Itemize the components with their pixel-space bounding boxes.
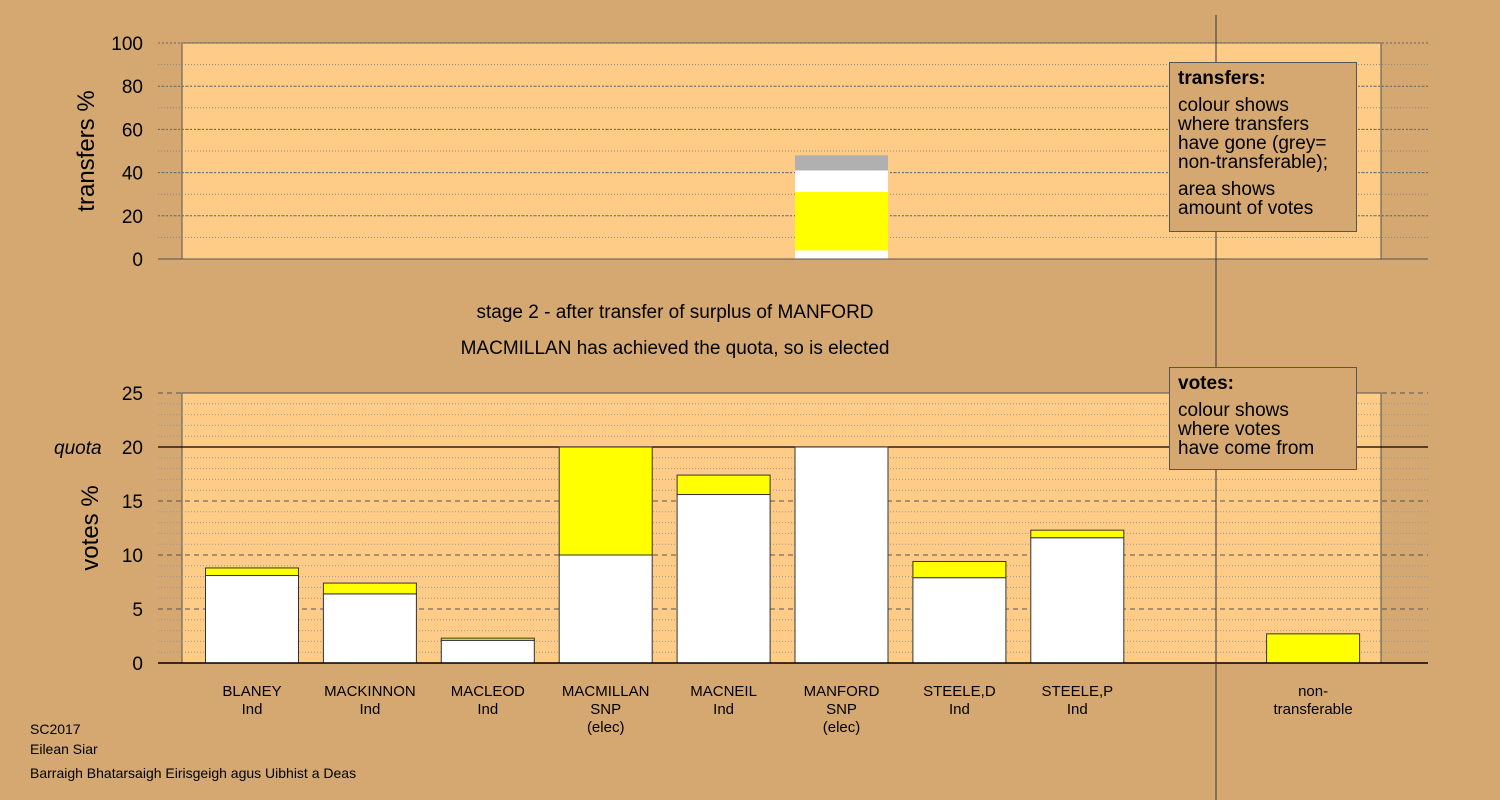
transfers-legend-line: have gone (grey= [1178,133,1327,154]
votes-bar-segment [676,494,771,664]
votes-bar-segment [322,582,417,595]
transfers-legend-title: transfers: [1178,68,1266,89]
votes-bar-segment [1030,537,1125,664]
votes-bar-segment [912,560,1007,579]
candidate-label: transferable [1273,701,1352,718]
votes-tick-label: 5 [132,600,143,621]
candidate-label: (elec) [823,719,861,736]
transfers-legend-line: colour shows [1178,95,1289,116]
votes-legend-line: have come from [1178,438,1315,459]
footer: SC2017 Eilean Siar Barraigh Bhatarsaigh … [30,721,356,781]
transfers-axis-title: transfers % [73,90,100,211]
votes-bar-segment [794,446,889,664]
candidate-label: Ind [242,701,263,718]
transfers-bar-segment [795,250,888,259]
candidate-label: MACKINNON [324,683,416,700]
candidate-label: SNP [826,701,857,718]
votes-bar-segment [1030,529,1125,539]
candidate-label: MACMILLAN [562,683,650,700]
transfers-tick-label: 40 [122,164,143,185]
candidate-label: BLANEY [222,683,281,700]
stage-title: stage 2 - after transfer of surplus of M… [476,302,873,323]
votes-tick-label: 0 [132,654,143,675]
candidate-label: STEELE,D [923,683,996,700]
votes-bar-segment [912,577,1007,664]
transfers-bar-segment [795,155,888,171]
votes-bar-segment [1266,633,1361,664]
votes-tick-label: 20 [122,438,143,459]
candidate-label: SNP [590,701,621,718]
transfers-legend: transfers: colour shows where transfers … [1169,62,1357,232]
candidate-label: MACNEIL [690,683,757,700]
transfers-legend-line: where transfers [1178,114,1309,135]
votes-tick-label: 25 [122,384,143,405]
transfers-tick-label: 20 [122,207,143,228]
transfers-tick-label: 0 [132,250,143,271]
transfers-tick-label: 100 [111,34,143,55]
footer-line-3: Barraigh Bhatarsaigh Eirisgeigh agus Uib… [30,765,356,781]
transfers-bar-segment [795,170,888,193]
votes-tick-label: 10 [122,546,143,567]
candidate-label: non- [1298,683,1328,700]
candidate-label: Ind [359,701,380,718]
candidate-label: STEELE,P [1041,683,1113,700]
transfers-legend-line: area shows [1178,179,1276,200]
votes-bar-segment [440,637,535,641]
candidate-label: MANFORD [804,683,880,700]
votes-legend-title: votes: [1178,373,1234,394]
transfers-bar-segment [795,192,888,251]
stage-result: MACMILLAN has achieved the quota, so is … [461,338,890,359]
footer-line-2: Eilean Siar [30,741,98,757]
votes-bar-segment [676,474,771,496]
votes-bar-segment [558,554,653,664]
transfers-tick-label: 60 [122,120,143,141]
transfers-tick-label: 80 [122,77,143,98]
votes-axis-title: votes % [77,485,104,570]
votes-legend: votes: colour shows where votes have com… [1169,367,1357,470]
candidate-label: Ind [949,701,970,718]
votes-legend-line: colour shows [1178,400,1289,421]
candidate-label: Ind [477,701,498,718]
candidate-label: MACLEOD [451,683,525,700]
votes-bar-segment [205,567,299,577]
votes-bar-segment [440,639,535,664]
candidate-label: Ind [713,701,734,718]
votes-legend-line: where votes [1178,419,1281,440]
transfers-legend-line: non-transferable); [1178,152,1328,173]
votes-bar-segment [322,593,417,664]
votes-bar-segment [558,446,653,556]
transfers-legend-line: amount of votes [1178,198,1314,219]
votes-bar-segment [205,575,299,664]
quota-label: quota [54,438,102,459]
footer-line-1: SC2017 [30,721,81,737]
votes-tick-label: 15 [122,492,143,513]
candidate-label: Ind [1067,701,1088,718]
candidate-label: (elec) [587,719,625,736]
